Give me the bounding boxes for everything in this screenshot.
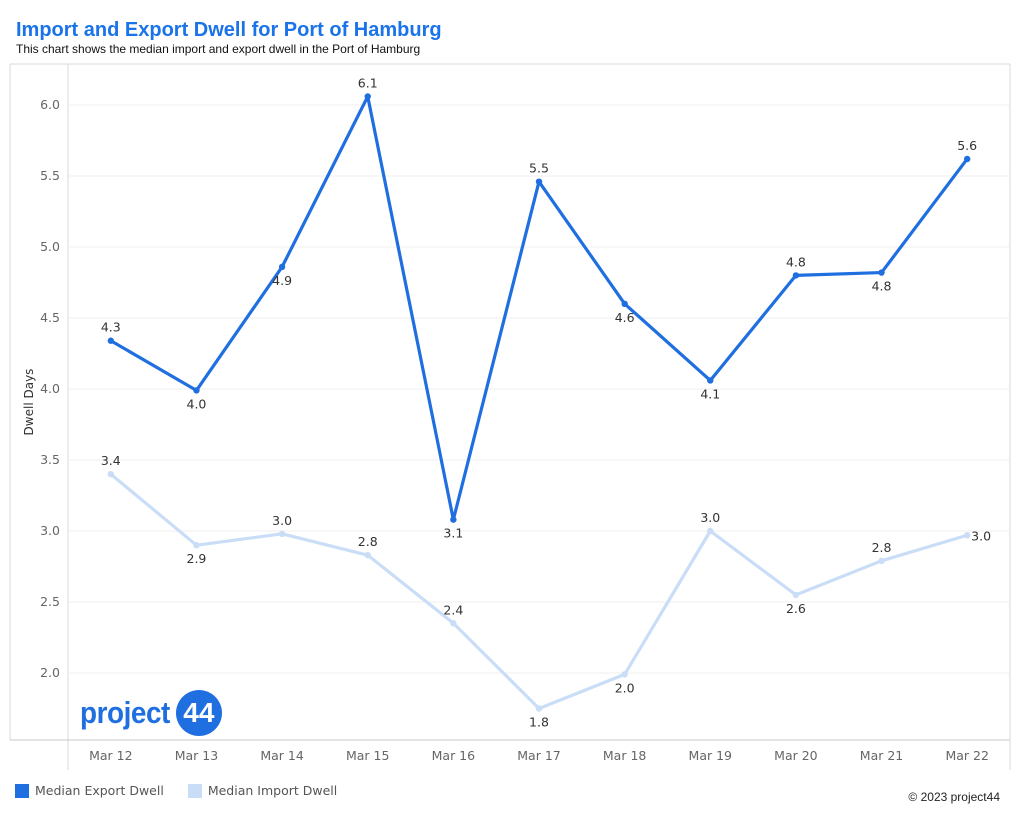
data-label-import: 2.8 bbox=[872, 540, 892, 555]
data-point-export bbox=[107, 337, 115, 344]
data-label-import: 3.4 bbox=[101, 453, 121, 468]
x-tick-label: Mar 18 bbox=[603, 748, 647, 763]
data-label-export: 4.8 bbox=[786, 254, 806, 269]
x-tick-label: Mar 22 bbox=[945, 748, 988, 763]
x-tick-label: Mar 17 bbox=[517, 748, 560, 763]
data-point-import bbox=[878, 557, 885, 565]
logo-badge: 44 bbox=[175, 690, 222, 736]
data-point-import bbox=[535, 705, 543, 712]
data-label-import: 2.8 bbox=[358, 534, 378, 549]
x-tick-label: Mar 16 bbox=[432, 748, 476, 763]
y-tick-label: 6.0 bbox=[40, 97, 60, 112]
data-label-import: 2.0 bbox=[615, 680, 635, 695]
x-tick-label: Mar 12 bbox=[89, 748, 132, 763]
data-label-export: 4.3 bbox=[101, 320, 121, 335]
data-point-export bbox=[621, 300, 628, 307]
y-tick-label: 3.0 bbox=[40, 523, 60, 538]
legend: Median Export Dwell Median Import Dwell bbox=[15, 783, 361, 798]
y-tick-label: 4.0 bbox=[40, 381, 60, 396]
data-label-import: 3.0 bbox=[272, 513, 292, 528]
data-label-export: 3.1 bbox=[443, 526, 463, 541]
logo-text: project bbox=[80, 695, 170, 730]
x-tick-label: Mar 14 bbox=[260, 748, 304, 763]
legend-swatch-import bbox=[187, 783, 202, 798]
legend-label-export: Median Export Dwell bbox=[35, 783, 164, 798]
data-label-export: 4.8 bbox=[872, 279, 892, 294]
data-label-export: 4.0 bbox=[187, 396, 207, 411]
x-tick-label: Mar 15 bbox=[346, 748, 389, 763]
y-tick-label: 3.5 bbox=[40, 452, 60, 467]
legend-swatch-export bbox=[15, 783, 29, 798]
data-point-export bbox=[878, 269, 885, 276]
x-tick-label: Mar 19 bbox=[689, 748, 733, 763]
y-tick-label: 5.5 bbox=[40, 168, 60, 183]
y-tick-label: 5.0 bbox=[40, 239, 60, 254]
data-point-import bbox=[450, 620, 457, 627]
data-point-export bbox=[450, 516, 457, 523]
data-point-export bbox=[707, 377, 714, 384]
data-point-import bbox=[707, 527, 714, 535]
data-point-export bbox=[278, 263, 286, 271]
data-point-import bbox=[107, 471, 115, 478]
y-tick-label: 4.5 bbox=[40, 310, 60, 325]
x-tick-label: Mar 20 bbox=[774, 748, 818, 763]
project44-logo: project 44 bbox=[80, 690, 222, 736]
chart-subtitle: This chart shows the median import and e… bbox=[16, 42, 421, 56]
data-point-export bbox=[535, 178, 543, 185]
data-point-export bbox=[963, 155, 971, 163]
data-point-import bbox=[364, 551, 371, 559]
data-label-import: 3.0 bbox=[700, 510, 720, 525]
y-tick-label: 2.5 bbox=[40, 594, 60, 609]
data-label-import: 2.9 bbox=[187, 551, 207, 566]
x-tick-label: Mar 21 bbox=[860, 748, 903, 763]
chart-title: Import and Export Dwell for Port of Hamb… bbox=[16, 19, 442, 41]
legend-item-import[interactable]: Median Import Dwell bbox=[187, 783, 338, 798]
data-point-import bbox=[193, 542, 200, 549]
legend-label-import: Median Import Dwell bbox=[207, 783, 338, 798]
data-point-export bbox=[364, 93, 371, 100]
data-point-import bbox=[278, 530, 286, 538]
x-tick-label: Mar 13 bbox=[175, 748, 218, 763]
data-label-export: 5.6 bbox=[957, 138, 977, 153]
data-point-import bbox=[621, 671, 628, 678]
data-point-import bbox=[963, 532, 971, 539]
data-point-export bbox=[193, 387, 200, 394]
copyright: © 2023 project44 bbox=[908, 790, 1000, 804]
data-label-import: 1.8 bbox=[529, 715, 549, 730]
data-label-export: 5.5 bbox=[529, 161, 549, 176]
data-label-export: 4.9 bbox=[272, 273, 292, 288]
y-tick-label: 2.0 bbox=[40, 665, 60, 680]
data-point-export bbox=[792, 272, 800, 279]
legend-item-export[interactable]: Median Export Dwell bbox=[15, 783, 164, 798]
data-label-import: 2.4 bbox=[443, 602, 463, 617]
data-label-import: 2.6 bbox=[786, 601, 806, 616]
data-point-import bbox=[792, 591, 800, 599]
y-axis-label: Dwell Days bbox=[22, 369, 36, 436]
data-label-export: 4.1 bbox=[700, 386, 720, 401]
data-label-import: 3.0 bbox=[971, 528, 991, 543]
data-label-export: 4.6 bbox=[615, 310, 635, 325]
data-label-export: 6.1 bbox=[358, 75, 378, 90]
